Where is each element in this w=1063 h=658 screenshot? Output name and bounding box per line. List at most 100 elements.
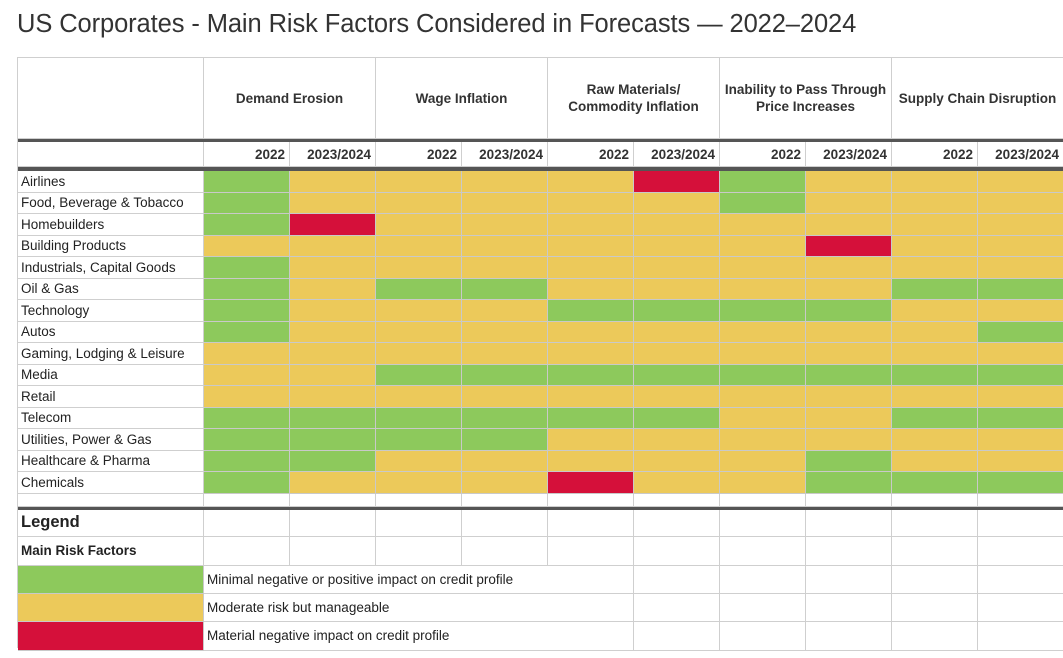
heatmap-cell <box>720 235 806 257</box>
heatmap-cell <box>634 214 720 236</box>
heatmap-cell <box>720 171 806 193</box>
heatmap-cell <box>806 386 892 408</box>
spacer-cell <box>204 493 290 507</box>
heatmap-cell <box>290 343 376 365</box>
heatmap-cell <box>462 343 548 365</box>
heatmap-cell <box>634 364 720 386</box>
period-divider <box>18 167 1063 171</box>
spacer-cell <box>806 493 892 507</box>
heatmap-cell <box>290 429 376 451</box>
heatmap-cell <box>290 364 376 386</box>
legend-empty-cell <box>290 509 376 537</box>
heatmap-cell <box>462 257 548 279</box>
page-title: US Corporates - Main Risk Factors Consid… <box>17 10 857 38</box>
heatmap-cell <box>462 364 548 386</box>
legend-label: Material negative impact on credit profi… <box>204 621 548 651</box>
heatmap-cell <box>290 171 376 193</box>
heatmap-cell <box>634 235 720 257</box>
heatmap-cell <box>376 364 462 386</box>
period-header: 2023/2024 <box>462 142 548 167</box>
heatmap-cell <box>892 192 978 214</box>
heatmap-cell <box>290 214 376 236</box>
heatmap-cell <box>634 386 720 408</box>
heatmap-cell <box>892 364 978 386</box>
heatmap-cell <box>978 386 1063 408</box>
sector-label: Homebuilders <box>18 214 204 236</box>
heatmap-cell <box>204 235 290 257</box>
heatmap-cell <box>720 364 806 386</box>
heatmap-cell <box>204 192 290 214</box>
heatmap-cell <box>548 171 634 193</box>
heatmap-cell <box>978 214 1063 236</box>
heatmap-cell <box>376 300 462 322</box>
legend-empty-cell <box>806 565 892 594</box>
legend-empty-cell <box>634 621 720 651</box>
heatmap-cell <box>376 343 462 365</box>
heatmap-cell <box>892 450 978 472</box>
period-header: 2022 <box>204 142 290 167</box>
heatmap-cell <box>548 321 634 343</box>
heatmap-cell <box>806 364 892 386</box>
sector-label: Building Products <box>18 235 204 257</box>
legend-empty-cell <box>548 565 634 594</box>
period-header: 2022 <box>720 142 806 167</box>
period-header: 2023/2024 <box>806 142 892 167</box>
heatmap-cell <box>720 257 806 279</box>
legend-empty-cell <box>978 565 1063 594</box>
legend-empty-cell <box>720 621 806 651</box>
heatmap-cell <box>978 278 1063 300</box>
heatmap-cell <box>290 407 376 429</box>
legend-empty-cell <box>978 621 1063 651</box>
heatmap-cell <box>978 257 1063 279</box>
heatmap-cell <box>204 257 290 279</box>
heatmap-cell <box>376 321 462 343</box>
legend-empty-cell <box>634 536 720 566</box>
heatmap-cell <box>376 235 462 257</box>
heatmap-cell <box>978 472 1063 494</box>
legend-empty-cell <box>720 593 806 622</box>
legend-swatch <box>18 593 204 622</box>
legend-swatch <box>18 621 204 651</box>
heatmap-cell <box>720 343 806 365</box>
heatmap-cell <box>548 364 634 386</box>
header-corner-cell <box>18 58 204 139</box>
legend-empty-cell <box>720 509 806 537</box>
heatmap-cell <box>462 429 548 451</box>
sector-label: Food, Beverage & Tobacco <box>18 192 204 214</box>
period-header: 2023/2024 <box>978 142 1063 167</box>
header-divider <box>18 139 1063 142</box>
legend-empty-cell <box>806 593 892 622</box>
spacer-cell <box>978 493 1063 507</box>
heatmap-cell <box>892 429 978 451</box>
heatmap-cell <box>978 321 1063 343</box>
heatmap-cell <box>892 235 978 257</box>
heatmap-cell <box>462 192 548 214</box>
legend-swatch <box>18 565 204 594</box>
heatmap-cell <box>806 278 892 300</box>
heatmap-cell <box>462 278 548 300</box>
sector-label: Autos <box>18 321 204 343</box>
legend-label: Moderate risk but manageable <box>204 593 548 622</box>
heatmap-cell <box>376 278 462 300</box>
spacer-cell <box>548 493 634 507</box>
heatmap-cell <box>204 278 290 300</box>
heatmap-cell <box>204 407 290 429</box>
heatmap-cell <box>548 257 634 279</box>
heatmap-cell <box>548 429 634 451</box>
spacer-cell <box>290 493 376 507</box>
heatmap-cell <box>462 235 548 257</box>
legend-empty-cell <box>892 536 978 566</box>
heatmap-cell <box>462 472 548 494</box>
legend-empty-cell <box>806 509 892 537</box>
legend-empty-cell <box>548 536 634 566</box>
heatmap-cell <box>376 407 462 429</box>
heatmap-cell <box>204 429 290 451</box>
legend-empty-cell <box>204 536 290 566</box>
sector-label: Gaming, Lodging & Leisure <box>18 343 204 365</box>
heatmap-cell <box>290 192 376 214</box>
heatmap-cell <box>978 171 1063 193</box>
heatmap-cell <box>634 321 720 343</box>
heatmap-cell <box>634 407 720 429</box>
heatmap-cell <box>720 300 806 322</box>
sector-label: Telecom <box>18 407 204 429</box>
